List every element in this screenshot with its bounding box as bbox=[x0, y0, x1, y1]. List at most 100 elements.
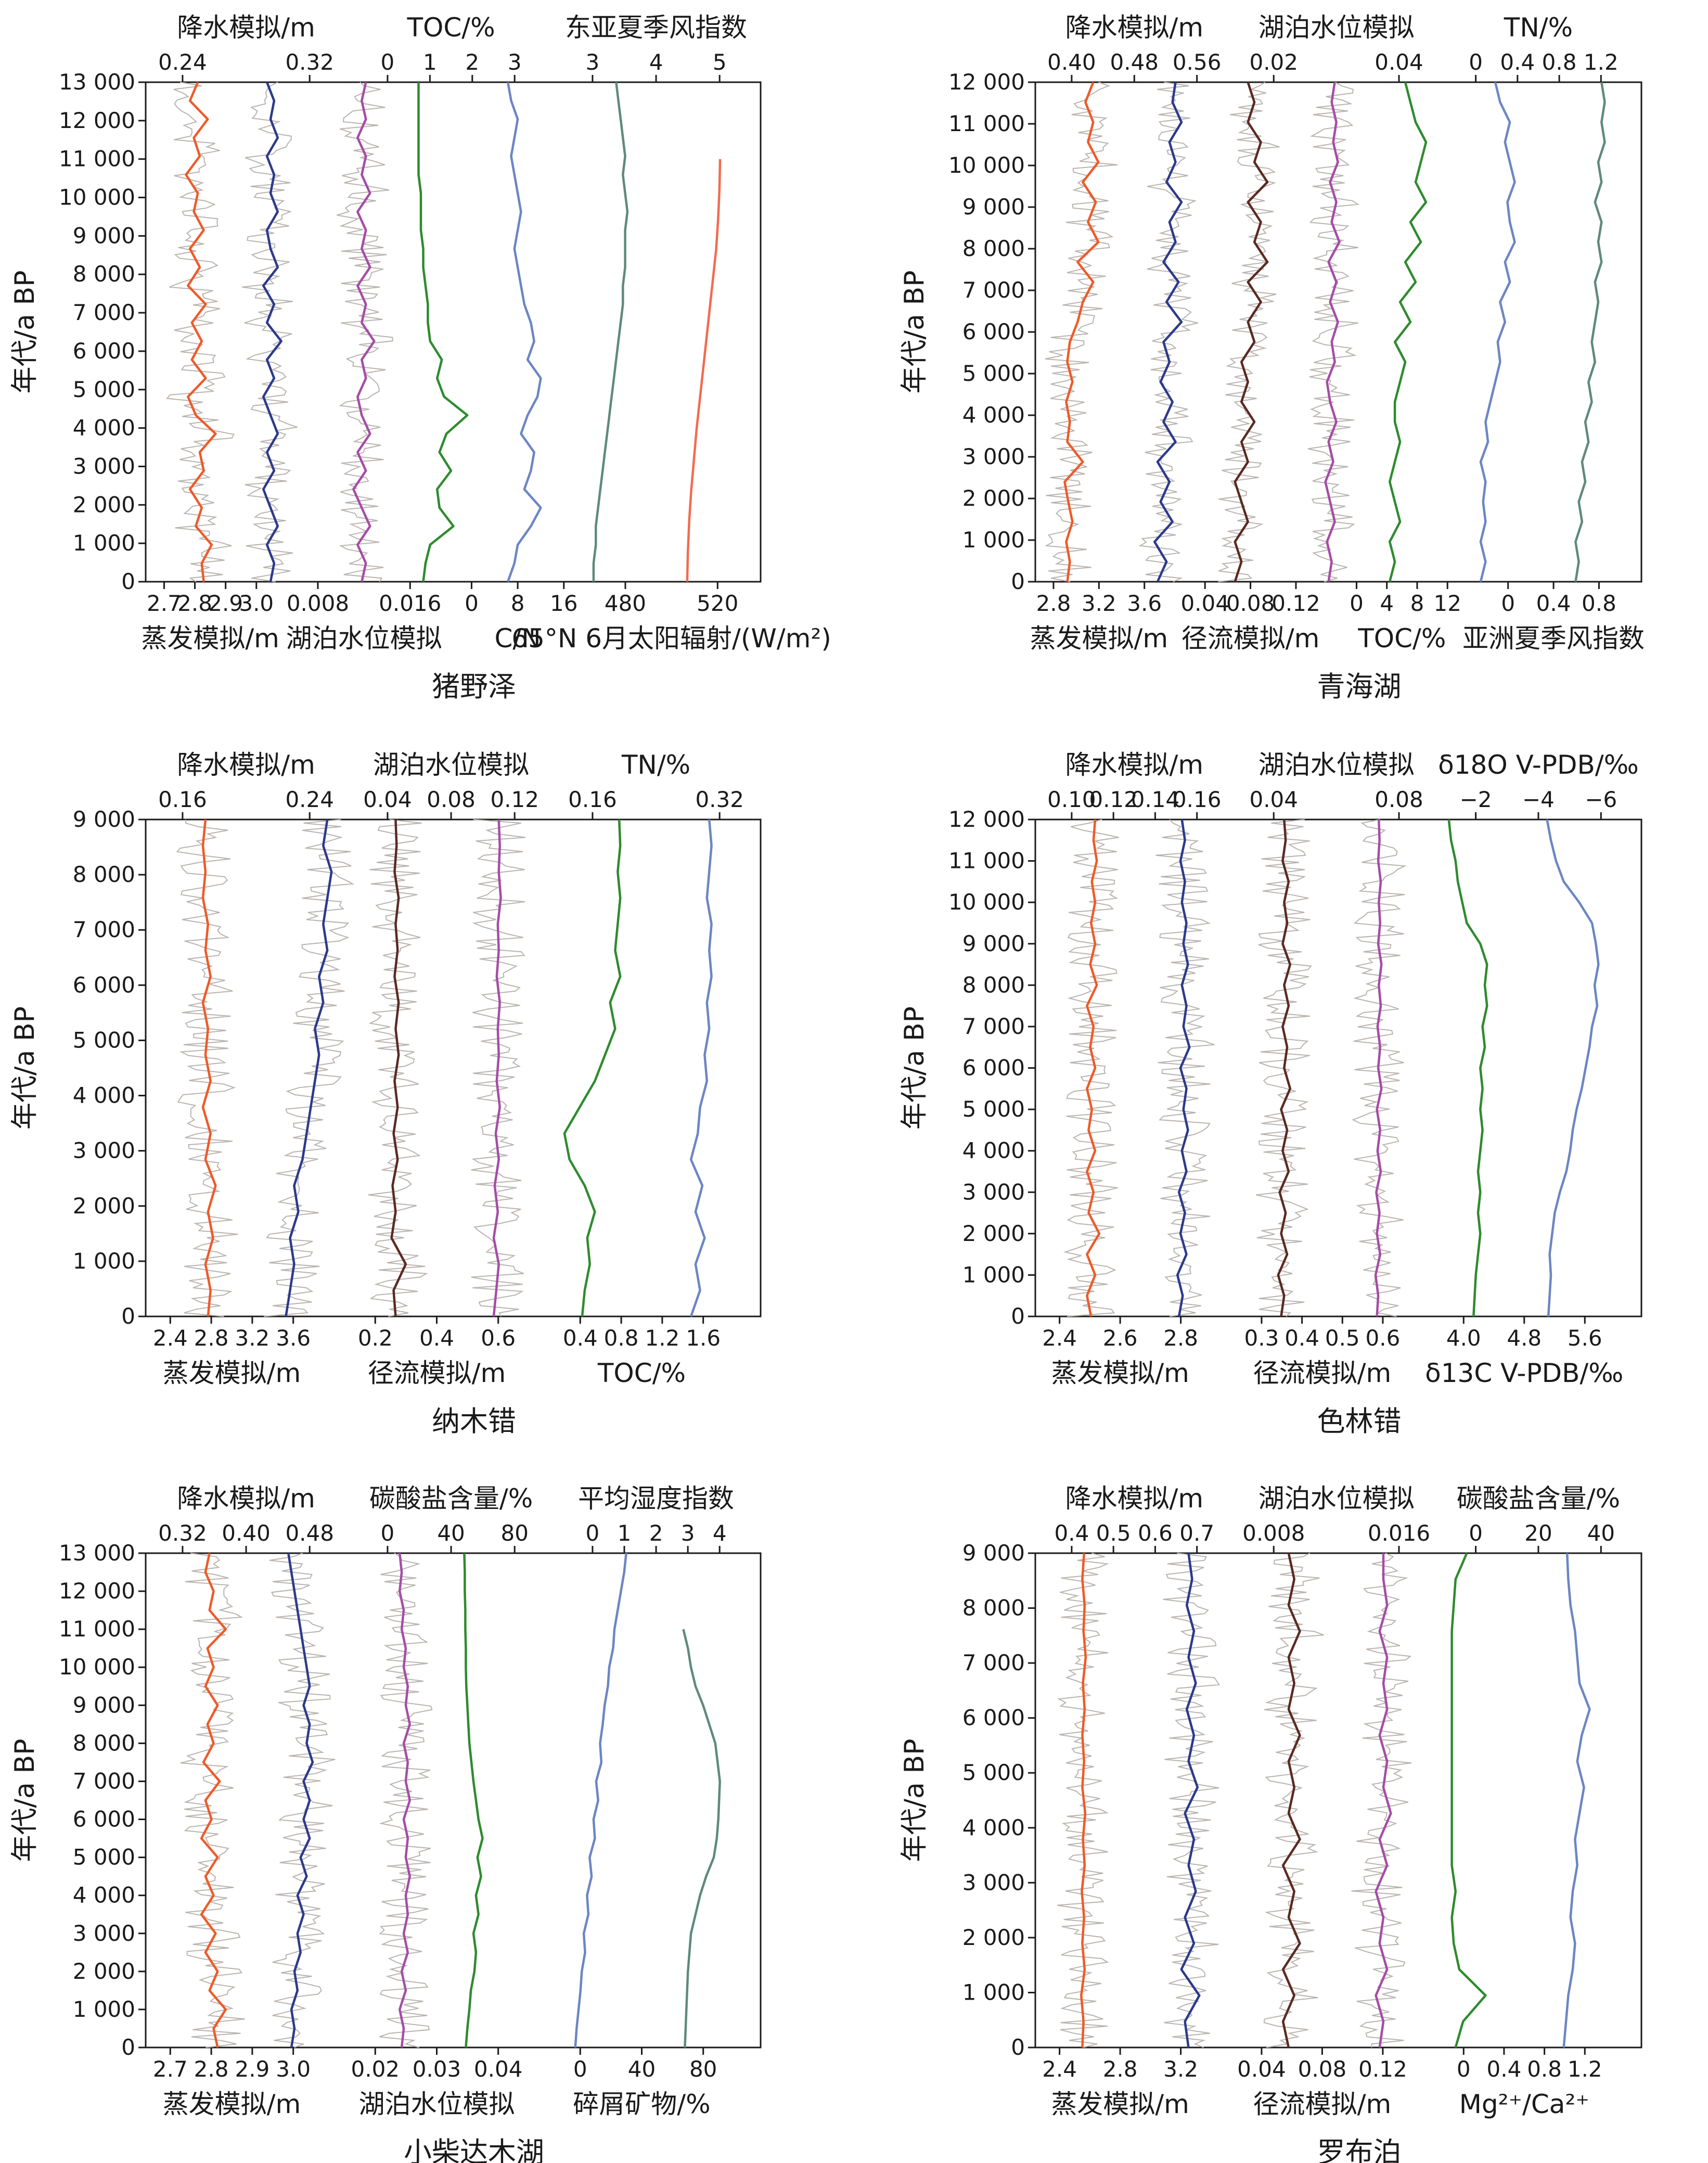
y-tick-label: 5 000 bbox=[73, 1027, 135, 1053]
bottom-tick-label: 0.008 bbox=[287, 591, 349, 616]
top-axis-label: TN/% bbox=[621, 750, 690, 780]
bottom-tick-label: 4.8 bbox=[1507, 1325, 1542, 1351]
top-tick-label: 0.32 bbox=[158, 1520, 207, 1546]
series-background-trace bbox=[242, 82, 298, 582]
top-tick-label: 0.08 bbox=[427, 787, 476, 812]
y-tick-label: 9 000 bbox=[73, 1692, 135, 1718]
top-tick-label: 0.04 bbox=[1375, 49, 1423, 75]
series-line bbox=[1281, 1553, 1301, 2048]
top-axis-label: 降水模拟/m bbox=[177, 12, 315, 43]
bottom-tick-label: 0.5 bbox=[1325, 1325, 1360, 1351]
y-tick-label: 11 000 bbox=[59, 1616, 135, 1642]
series-line bbox=[1546, 819, 1600, 1317]
y-tick-label: 0 bbox=[121, 1303, 135, 1329]
top-tick-label: 0.10 bbox=[1047, 787, 1096, 812]
bottom-tick-label: 0.4 bbox=[1487, 2056, 1522, 2082]
series-background-trace bbox=[1218, 82, 1280, 582]
top-tick-label: 3 bbox=[681, 1520, 695, 1546]
plot-frame bbox=[145, 818, 762, 1317]
y-tick-label: 13 000 bbox=[59, 69, 135, 95]
top-tick-label: 3 bbox=[508, 49, 522, 75]
bottom-tick-label: 2.8 bbox=[1163, 1325, 1198, 1351]
bottom-tick-label: 3.2 bbox=[1163, 2056, 1198, 2082]
top-tick-label: 80 bbox=[500, 1520, 528, 1546]
bottom-tick-label: 0 bbox=[1457, 2056, 1471, 2082]
bottom-tick-label: 0 bbox=[1350, 591, 1364, 616]
series-background-trace bbox=[337, 82, 393, 582]
top-tick-label: 1 bbox=[423, 49, 437, 75]
series-line bbox=[463, 1553, 484, 2048]
bottom-axis-label: 65°N 6月太阳辐射/(W/m²) bbox=[511, 623, 831, 654]
y-tick-label: 9 000 bbox=[962, 194, 1025, 220]
series-line bbox=[285, 819, 333, 1317]
y-tick-label: 8 000 bbox=[73, 261, 135, 287]
top-tick-label: −2 bbox=[1460, 787, 1492, 812]
series-background-trace bbox=[368, 819, 428, 1317]
bottom-tick-label: 2.6 bbox=[1103, 1325, 1138, 1351]
top-tick-label: 0.08 bbox=[1375, 787, 1423, 812]
bottom-tick-label: 16 bbox=[550, 591, 577, 616]
y-tick-label: 0 bbox=[121, 2034, 135, 2060]
top-axis-label: 降水模拟/m bbox=[177, 1483, 315, 1514]
y-tick-label: 11 000 bbox=[59, 146, 135, 172]
y-tick-label: 7 000 bbox=[962, 1014, 1025, 1039]
y-axis-label: 年代/a BP bbox=[9, 271, 41, 394]
top-tick-label: 0.16 bbox=[158, 787, 207, 812]
y-tick-label: 5 000 bbox=[962, 361, 1025, 386]
top-axis-label: 湖泊水位模拟 bbox=[1258, 12, 1415, 43]
bottom-tick-label: 12 bbox=[1433, 591, 1461, 616]
bottom-axis-label: Mg²⁺/Ca²⁺ bbox=[1459, 2089, 1589, 2119]
bottom-tick-label: 0.04 bbox=[1180, 591, 1229, 616]
y-tick-label: 12 000 bbox=[59, 108, 135, 133]
y-tick-label: 5 000 bbox=[73, 1845, 135, 1870]
top-tick-label: 0 bbox=[381, 49, 395, 75]
top-tick-label: 20 bbox=[1524, 1520, 1552, 1546]
bottom-axis-label: 径流模拟/m bbox=[368, 1358, 506, 1388]
series-line bbox=[185, 82, 217, 582]
bottom-axis-label: 蒸发模拟/m bbox=[1051, 1358, 1189, 1388]
top-tick-label: 0 bbox=[1469, 49, 1483, 75]
top-axis-label: δ18O V-PDB/‰ bbox=[1438, 750, 1639, 780]
y-axis-label: 年代/a BP bbox=[9, 1006, 41, 1130]
bottom-tick-label: 0.4 bbox=[419, 1325, 454, 1351]
series-background-trace bbox=[1155, 819, 1215, 1317]
bottom-tick-label: 2.7 bbox=[147, 591, 182, 616]
y-tick-label: 3 000 bbox=[962, 1179, 1025, 1205]
bottom-tick-label: 0.04 bbox=[1237, 2056, 1286, 2082]
y-tick-label: 0 bbox=[1011, 1303, 1025, 1329]
top-tick-label: 0.40 bbox=[1047, 49, 1096, 75]
y-tick-label: 12 000 bbox=[59, 1578, 135, 1604]
series-line bbox=[1562, 1553, 1591, 2048]
top-tick-label: 0.12 bbox=[1089, 787, 1138, 812]
y-tick-label: 10 000 bbox=[59, 1654, 135, 1680]
chart-panel-6: 0 1 000 2 000 3 000 4 000 5 000 6 000 7 000 8 00… bbox=[899, 1483, 1642, 2163]
top-axis-label: 湖泊水位模拟 bbox=[1258, 1483, 1415, 1514]
y-tick-label: 4 000 bbox=[962, 1815, 1025, 1840]
y-tick-label: 11 000 bbox=[948, 848, 1025, 874]
y-tick-label: 2 000 bbox=[73, 492, 135, 517]
panel-title: 纳木错 bbox=[432, 1405, 516, 1438]
bottom-tick-label: 0.8 bbox=[604, 1325, 639, 1351]
top-tick-label: 0 bbox=[1469, 1520, 1483, 1546]
y-tick-label: 6 000 bbox=[73, 1807, 135, 1832]
series-line bbox=[262, 82, 282, 582]
bottom-axis-label: 蒸发模拟/m bbox=[1051, 2089, 1189, 2119]
top-tick-label: 0.5 bbox=[1096, 1520, 1131, 1546]
bottom-tick-label: 8 bbox=[1410, 591, 1424, 616]
y-tick-label: 4 000 bbox=[962, 1138, 1025, 1163]
bottom-axis-label: 湖泊水位模拟 bbox=[358, 2089, 515, 2119]
bottom-axis-label: 蒸发模拟/m bbox=[141, 623, 279, 654]
series-background-trace bbox=[1351, 1553, 1412, 2048]
y-tick-label: 3 000 bbox=[962, 1870, 1025, 1895]
bottom-tick-label: 0.12 bbox=[1358, 2056, 1407, 2082]
series-line bbox=[1450, 1553, 1487, 2048]
series-background-trace bbox=[176, 819, 238, 1317]
y-tick-label: 8 000 bbox=[73, 862, 135, 887]
y-tick-label: 6 000 bbox=[962, 319, 1025, 344]
chart-panel-4: 0 1 000 2 000 3 000 4 000 5 000 6 000 7 000 8 00… bbox=[899, 750, 1642, 1438]
y-tick-label: 10 000 bbox=[948, 889, 1025, 915]
bottom-tick-label: 2.4 bbox=[1042, 1325, 1077, 1351]
y-tick-label: 2 000 bbox=[962, 1221, 1025, 1246]
y-tick-label: 0 bbox=[1011, 569, 1025, 594]
